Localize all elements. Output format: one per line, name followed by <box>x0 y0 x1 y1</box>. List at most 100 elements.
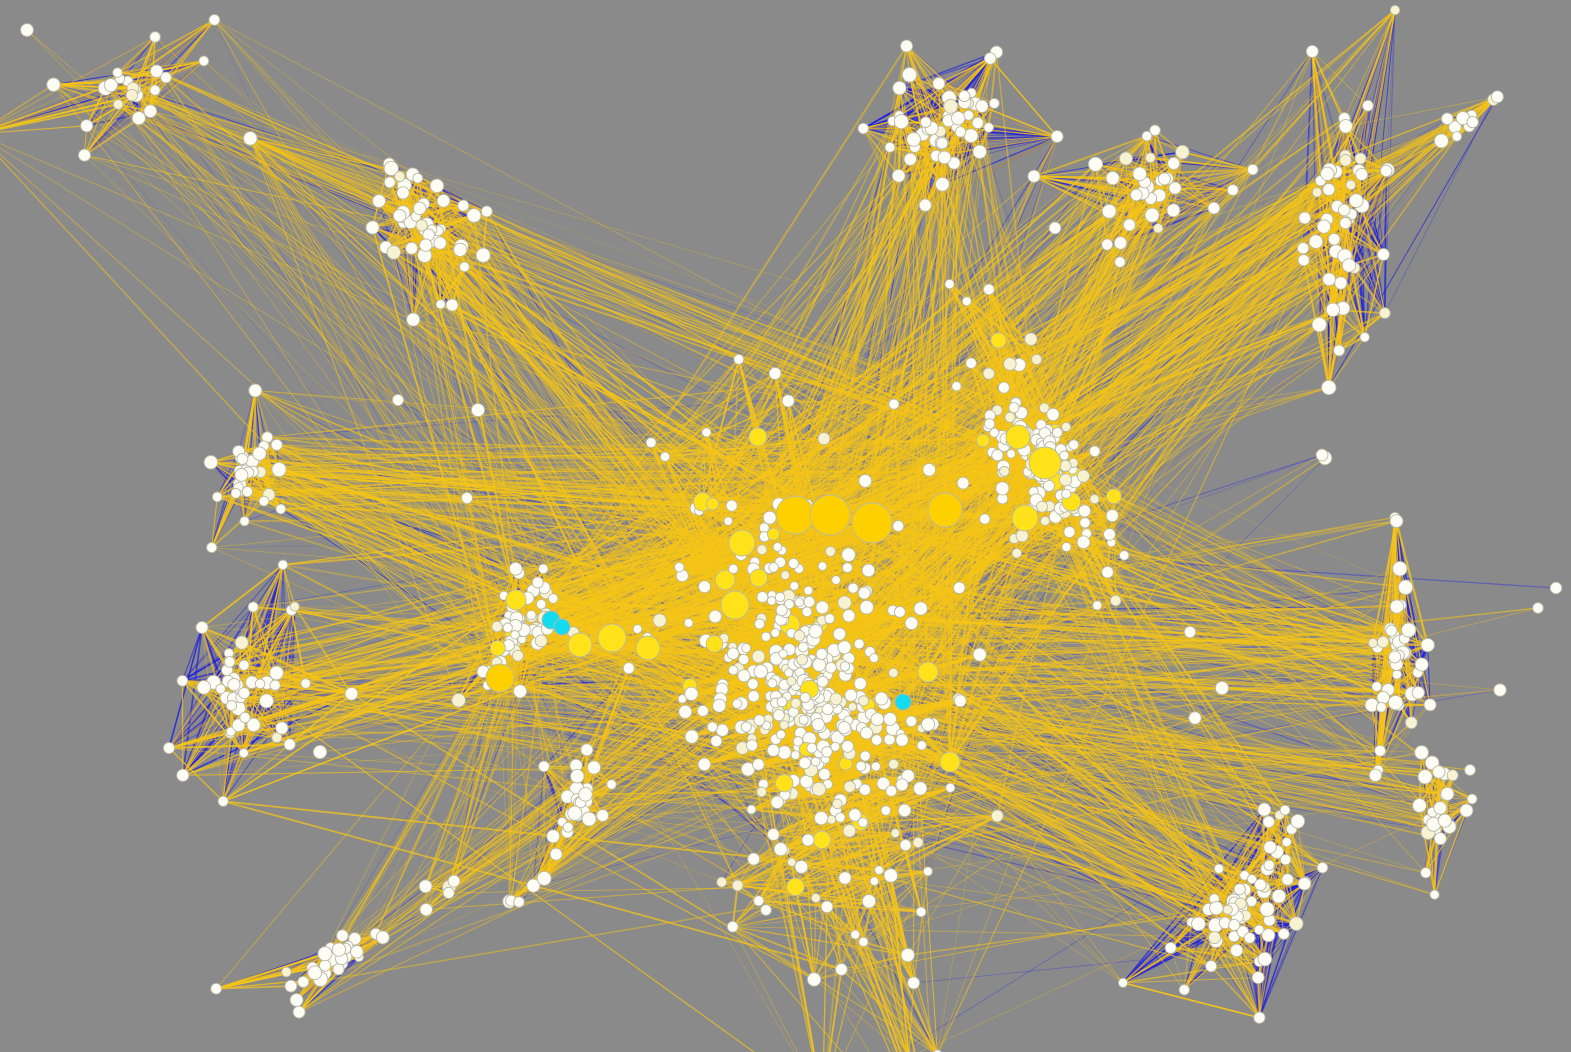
graph-node[interactable] <box>275 503 287 515</box>
graph-node[interactable] <box>870 734 883 746</box>
graph-node[interactable] <box>246 717 261 733</box>
graph-node[interactable] <box>773 842 788 857</box>
graph-node[interactable] <box>1433 832 1447 846</box>
graph-node[interactable] <box>746 804 757 815</box>
graph-node[interactable] <box>1087 156 1104 172</box>
graph-node[interactable] <box>1144 207 1160 223</box>
graph-node[interactable] <box>995 481 1010 496</box>
graph-node[interactable] <box>913 781 928 796</box>
graph-node[interactable] <box>526 878 541 893</box>
graph-node[interactable] <box>893 605 906 618</box>
graph-node[interactable] <box>1027 169 1041 183</box>
graph-node[interactable] <box>953 581 966 595</box>
graph-node[interactable] <box>753 714 766 727</box>
graph-node[interactable] <box>678 704 693 719</box>
graph-node[interactable] <box>958 90 971 103</box>
graph-node[interactable] <box>832 627 847 641</box>
graph-node[interactable] <box>1290 813 1306 829</box>
graph-node[interactable] <box>238 659 250 671</box>
graph-node[interactable] <box>756 786 767 798</box>
graph-node[interactable] <box>375 930 390 945</box>
graph-node[interactable] <box>1145 152 1156 164</box>
graph-node[interactable] <box>1031 353 1043 365</box>
graph-node[interactable] <box>1315 448 1329 462</box>
graph-node[interactable] <box>684 729 699 744</box>
graph-node[interactable] <box>1279 853 1292 866</box>
graph-node[interactable] <box>570 768 585 784</box>
graph-node[interactable] <box>1387 694 1404 711</box>
graph-node[interactable] <box>1296 242 1310 255</box>
graph-node[interactable] <box>217 795 229 807</box>
graph-node[interactable] <box>988 97 1000 109</box>
graph-node[interactable] <box>1433 801 1448 815</box>
graph-node[interactable] <box>1338 119 1353 134</box>
graph-node[interactable] <box>1257 951 1273 967</box>
graph-node[interactable] <box>1149 124 1161 137</box>
graph-node[interactable] <box>215 683 226 695</box>
graph-node[interactable] <box>1228 918 1241 932</box>
graph-node[interactable] <box>1327 232 1341 246</box>
graph-node[interactable] <box>230 487 242 499</box>
graph-node[interactable] <box>645 437 657 449</box>
graph-node[interactable] <box>485 663 515 693</box>
graph-node[interactable] <box>1246 163 1259 176</box>
graph-node[interactable] <box>252 446 267 461</box>
graph-node[interactable] <box>1046 407 1060 422</box>
graph-node[interactable] <box>751 649 766 664</box>
graph-node[interactable] <box>196 680 212 695</box>
graph-node[interactable] <box>843 780 856 793</box>
graph-node[interactable] <box>526 609 537 621</box>
graph-node[interactable] <box>46 77 61 92</box>
graph-node[interactable] <box>652 613 667 628</box>
graph-node[interactable] <box>271 461 287 478</box>
graph-node[interactable] <box>752 758 765 771</box>
graph-node[interactable] <box>300 678 311 689</box>
graph-node[interactable] <box>789 581 800 591</box>
graph-node[interactable] <box>1414 745 1429 760</box>
graph-node[interactable] <box>858 474 873 488</box>
graph-node[interactable] <box>547 593 559 604</box>
graph-node[interactable] <box>844 688 858 702</box>
graph-node[interactable] <box>903 152 917 166</box>
graph-node[interactable] <box>162 741 176 755</box>
graph-node[interactable] <box>350 945 364 959</box>
graph-node[interactable] <box>1271 888 1287 904</box>
graph-node[interactable] <box>508 561 523 576</box>
graph-node[interactable] <box>792 736 804 747</box>
graph-node[interactable] <box>1052 427 1063 438</box>
graph-node[interactable] <box>826 814 837 825</box>
graph-node[interactable] <box>983 283 995 296</box>
graph-node[interactable] <box>453 242 468 257</box>
graph-node[interactable] <box>714 569 736 591</box>
graph-node[interactable] <box>1011 547 1023 559</box>
graph-node[interactable] <box>698 580 711 594</box>
graph-node[interactable] <box>248 383 263 398</box>
graph-node[interactable] <box>820 900 834 914</box>
graph-node[interactable] <box>510 630 520 640</box>
graph-node[interactable] <box>838 871 852 885</box>
graph-node[interactable] <box>731 698 743 709</box>
graph-node[interactable] <box>289 993 304 1007</box>
graph-node[interactable] <box>899 839 912 852</box>
graph-node[interactable] <box>861 563 876 578</box>
graph-node[interactable] <box>747 690 760 703</box>
graph-node[interactable] <box>1433 133 1449 149</box>
graph-node[interactable] <box>945 782 956 793</box>
graph-node[interactable] <box>796 653 808 666</box>
graph-node[interactable] <box>344 686 359 701</box>
graph-node[interactable] <box>815 647 828 661</box>
graph-node[interactable] <box>1036 500 1048 513</box>
graph-node[interactable] <box>874 865 884 875</box>
graph-node[interactable] <box>277 559 289 571</box>
graph-node[interactable] <box>726 647 740 660</box>
graph-node[interactable] <box>227 678 241 692</box>
graph-node[interactable] <box>797 641 809 653</box>
graph-node[interactable] <box>1451 131 1463 142</box>
graph-node[interactable] <box>741 643 752 654</box>
graph-node[interactable] <box>874 691 889 706</box>
graph-node[interactable] <box>706 721 718 733</box>
graph-node[interactable] <box>876 776 891 791</box>
graph-node[interactable] <box>80 119 94 133</box>
graph-node[interactable] <box>270 438 283 451</box>
graph-node[interactable] <box>513 684 528 699</box>
